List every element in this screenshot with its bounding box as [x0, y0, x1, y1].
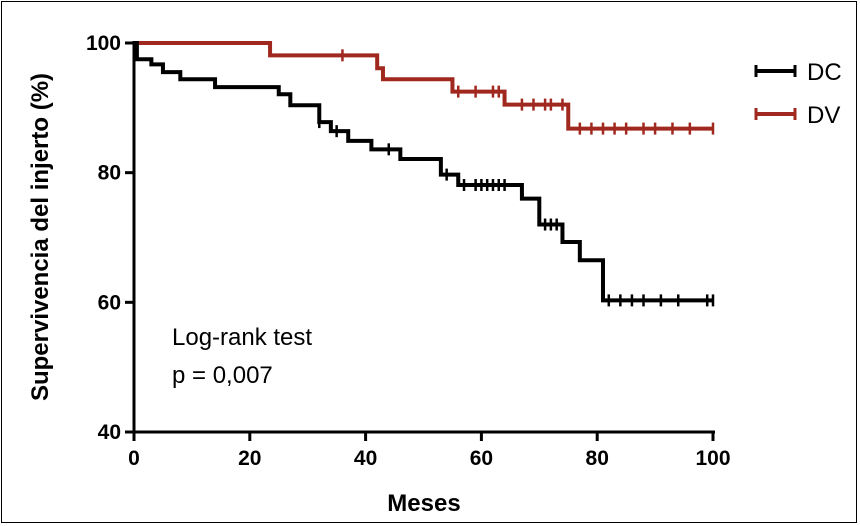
- x-tick-label: 20: [238, 447, 261, 470]
- tick-labels: 0 20 40 60 80 100 40 60 80 100: [86, 32, 731, 470]
- legend-label-dv: DV: [807, 102, 840, 129]
- x-tick-label: 80: [586, 447, 609, 470]
- y-tick-label: 80: [98, 162, 121, 185]
- legend-label-dc: DC: [807, 59, 842, 86]
- p-value-annotation: p = 0,007: [172, 362, 273, 389]
- axes: [125, 41, 715, 441]
- y-tick-label: 60: [98, 291, 121, 314]
- legend: DC DV: [754, 59, 842, 129]
- x-tick-label: 0: [128, 447, 140, 470]
- survival-curve-dc: [134, 41, 713, 303]
- log-rank-annotation: Log-rank test: [172, 324, 312, 351]
- series-dv: [134, 41, 715, 135]
- series-layer: [134, 41, 715, 307]
- y-tick-label: 100: [86, 32, 121, 55]
- y-tick-label: 40: [98, 421, 121, 444]
- x-axis-title: Meses: [387, 490, 460, 517]
- x-tick-label: 100: [695, 447, 730, 470]
- survival-curve-dv: [134, 41, 713, 131]
- series-dc: [134, 41, 715, 307]
- x-tick-label: 40: [354, 447, 377, 470]
- y-axis-title: Supervivencia del injerto (%): [27, 73, 54, 401]
- x-tick-label: 60: [470, 447, 493, 470]
